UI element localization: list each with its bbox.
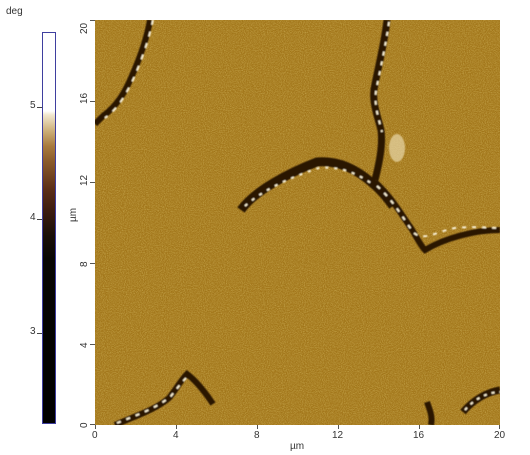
colorbar-tick-label: 5	[30, 100, 36, 111]
x-tick-label: 8	[254, 430, 260, 441]
y-tick-label: 4	[79, 342, 90, 348]
x-tick-label: 16	[413, 430, 425, 441]
x-tick-label: 20	[494, 430, 506, 441]
y-tick-label: 12	[79, 174, 90, 186]
colorbar-tick	[37, 107, 42, 108]
x-tick-label: 12	[332, 430, 344, 441]
colorbar-tick-label: 4	[30, 212, 36, 223]
x-tick-label: 4	[173, 430, 179, 441]
y-tick-label: 0	[79, 422, 90, 428]
colorbar-tick	[37, 219, 42, 220]
y-tick-label: 8	[79, 261, 90, 267]
colorbar-tick-label: 3	[30, 326, 36, 337]
color-scale-bar	[37, 32, 56, 424]
y-tick-label: 20	[79, 22, 90, 34]
colorbar-tick	[37, 333, 42, 334]
grain-boundaries	[95, 20, 500, 425]
afm-phase-image	[95, 20, 500, 425]
x-tick-label: 0	[92, 430, 98, 441]
y-tick-label: 16	[79, 92, 90, 104]
x-axis-unit: µm	[290, 441, 305, 452]
y-axis-unit: µm	[68, 207, 79, 222]
colorbar-unit-label: deg	[6, 6, 23, 17]
